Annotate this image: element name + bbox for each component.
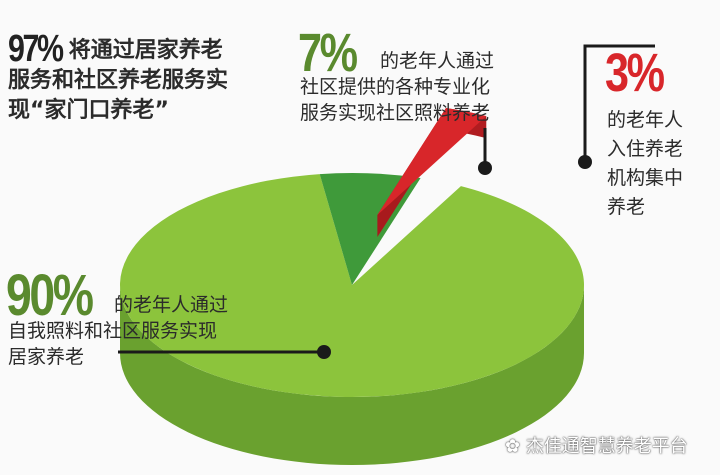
pie-side: [120, 285, 584, 465]
pie-slice-90: [120, 174, 585, 397]
leader-dot-3: [578, 155, 592, 169]
label-3-block: 3%: [605, 42, 677, 104]
annotation-line: 服务和社区养老服务实: [8, 68, 229, 93]
desc-line: 入住养老: [607, 138, 684, 160]
label-7-block: 7%: [298, 22, 370, 84]
leader-dot-90: [317, 345, 331, 359]
desc-line: 社区提供的各种专业化: [300, 76, 491, 98]
annotation-line: 将通过居家养老: [68, 38, 223, 63]
desc-3: 的老年人 入住养老 机构集中 养老: [607, 106, 683, 222]
desc-line: 机构集中: [607, 167, 684, 189]
desc-line: 的老年人通过: [380, 50, 495, 72]
annotation-97: 97% 将通过居家养老 服务和社区养老服务实 现“家门口养老”: [8, 28, 229, 126]
leader-3: [583, 44, 655, 162]
label-90-block: 90%: [6, 262, 113, 329]
leader-dot-7: [478, 161, 492, 175]
watermark-text: 杰佳通智慧养老平台: [525, 436, 688, 457]
desc-line: 养老: [607, 196, 646, 218]
watermark: ✿ 杰佳通智慧养老平台: [505, 432, 688, 458]
desc-7: 的老年人通过 社区提供的各种专业化 服务实现社区照料养老: [300, 48, 494, 126]
label-90: 90%: [6, 263, 94, 328]
annotation-line: 现“家门口养老”: [8, 98, 169, 123]
label-3: 3%: [605, 43, 665, 103]
desc-line: 的老年人通过: [114, 294, 229, 316]
pie-slice-3: [377, 108, 487, 215]
desc-line: 居家养老: [8, 346, 85, 368]
desc-line: 服务实现社区照料养老: [300, 102, 491, 124]
label-97: 97%: [8, 28, 64, 70]
desc-line: 自我照料和社区服务实现: [8, 320, 218, 342]
desc-line: 的老年人: [607, 109, 684, 131]
label-7: 7%: [298, 23, 358, 83]
desc-90: 的老年人通过 自我照料和社区服务实现 居家养老: [8, 292, 228, 370]
wechat-icon: ✿: [505, 436, 526, 457]
